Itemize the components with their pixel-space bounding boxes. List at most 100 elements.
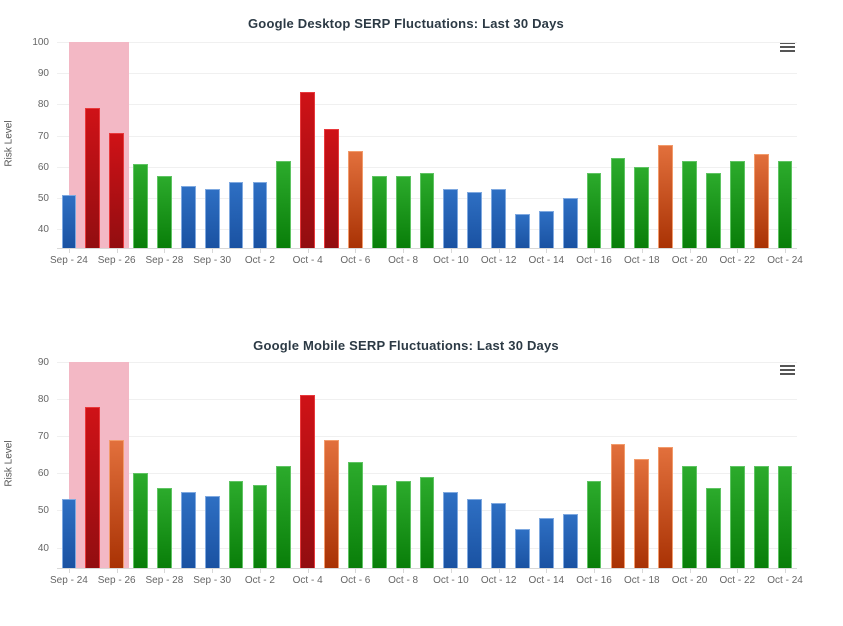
bar-oct-23[interactable]	[753, 154, 769, 248]
bar-oct-22[interactable]	[729, 465, 745, 568]
y-axis-tick-label: 40	[37, 224, 49, 236]
bar-sep-24[interactable]	[61, 194, 77, 248]
x-axis-tick	[164, 248, 166, 253]
bar-sep-28[interactable]	[157, 488, 172, 568]
bar-oct-11[interactable]	[467, 499, 483, 568]
bar-oct-14[interactable]	[538, 210, 554, 248]
y-axis-tick-label: 70	[37, 130, 49, 142]
bar-oct-8[interactable]	[395, 176, 411, 248]
bar-oct-3[interactable]	[276, 160, 292, 248]
hamburger-menu-icon	[779, 42, 795, 52]
bar-oct-1[interactable]	[228, 480, 244, 568]
bar-oct-24[interactable]	[777, 465, 793, 568]
x-axis-tick	[403, 248, 405, 253]
x-axis-label: Oct - 2	[244, 255, 275, 266]
bar-oct-15[interactable]	[562, 198, 578, 248]
bar-oct-16[interactable]	[586, 173, 602, 248]
bar-sep-29[interactable]	[180, 185, 196, 248]
bar-sep-26[interactable]	[109, 439, 125, 568]
bar-oct-5[interactable]	[324, 439, 339, 568]
bar-oct-20[interactable]	[682, 160, 697, 248]
hamburger-menu-icon	[779, 365, 795, 375]
x-axis-label: Oct - 24	[767, 575, 803, 586]
x-axis-tick	[689, 568, 691, 573]
x-axis-tick	[737, 248, 739, 253]
bar-oct-23[interactable]	[753, 465, 769, 568]
plot-area: 40 50 60 70 80 90 100 Sep - 24 Sep - 26 Sep - 28 S…	[32, 37, 803, 266]
bar-sep-27[interactable]	[133, 473, 148, 568]
bar-oct-17[interactable]	[610, 443, 626, 568]
x-axis-tick	[307, 248, 309, 253]
bar-sep-30[interactable]	[204, 188, 220, 248]
x-axis-tick	[68, 568, 70, 573]
x-axis-label: Oct - 22	[719, 255, 756, 266]
x-axis-label: Sep - 30	[193, 255, 232, 266]
x-axis-label: Oct - 18	[624, 575, 660, 586]
bar-oct-1[interactable]	[228, 182, 244, 248]
bar-oct-2[interactable]	[252, 484, 268, 568]
x-axis-label: Oct - 6	[340, 255, 371, 266]
bar-oct-6[interactable]	[347, 462, 363, 568]
bar-oct-3[interactable]	[276, 465, 292, 568]
bar-oct-2[interactable]	[252, 182, 268, 248]
x-axis-label: Sep - 26	[97, 255, 136, 266]
y-axis-tick-label: 80	[37, 99, 49, 111]
bar-oct-10[interactable]	[443, 491, 459, 568]
y-gridline	[57, 362, 797, 363]
bar-oct-5[interactable]	[324, 129, 339, 248]
bar-oct-11[interactable]	[467, 191, 483, 248]
bar-oct-19[interactable]	[658, 447, 674, 568]
bar-sep-28[interactable]	[157, 176, 172, 248]
bar-sep-26[interactable]	[109, 132, 125, 248]
bar-oct-6[interactable]	[347, 151, 363, 248]
bar-oct-18[interactable]	[634, 166, 650, 248]
bar-oct-16[interactable]	[586, 480, 602, 568]
bar-oct-13[interactable]	[515, 529, 530, 568]
x-axis-label: Oct - 12	[480, 255, 517, 266]
bar-sep-24[interactable]	[61, 499, 77, 568]
bar-oct-10[interactable]	[443, 188, 459, 248]
bar-oct-9[interactable]	[419, 173, 435, 248]
bar-oct-7[interactable]	[371, 176, 387, 248]
bar-oct-18[interactable]	[634, 458, 650, 568]
bar-oct-22[interactable]	[729, 160, 745, 248]
bar-sep-25[interactable]	[85, 406, 101, 568]
x-axis-label: Sep - 28	[145, 575, 184, 586]
y-axis-tick-label: 60	[37, 161, 49, 173]
bar-oct-15[interactable]	[562, 514, 578, 568]
bar-oct-14[interactable]	[538, 517, 554, 568]
x-axis-label: Sep - 30	[193, 575, 232, 586]
x-axis-tick	[307, 568, 309, 573]
x-axis-tick	[68, 248, 70, 253]
x-axis-tick	[641, 568, 643, 573]
bar-oct-13[interactable]	[515, 213, 530, 248]
bar-sep-29[interactable]	[180, 491, 196, 568]
bar-oct-21[interactable]	[706, 173, 721, 248]
bar-sep-25[interactable]	[85, 107, 101, 248]
x-axis-label: Oct - 20	[671, 575, 708, 586]
y-axis-tick-label: 60	[37, 468, 49, 480]
y-gridline	[57, 42, 797, 43]
chart-export-menu-button[interactable]	[775, 361, 799, 381]
x-axis-label: Oct - 8	[388, 255, 419, 266]
x-axis-tick	[737, 568, 739, 573]
bar-oct-8[interactable]	[395, 480, 411, 568]
bar-oct-9[interactable]	[419, 477, 435, 568]
bar-oct-12[interactable]	[491, 503, 506, 568]
bar-oct-12[interactable]	[491, 188, 506, 248]
y-gridline	[57, 104, 797, 106]
bar-oct-7[interactable]	[371, 484, 387, 568]
bar-oct-17[interactable]	[610, 157, 626, 248]
bar-oct-4[interactable]	[300, 395, 316, 568]
bar-oct-21[interactable]	[706, 488, 721, 568]
bar-oct-4[interactable]	[300, 91, 316, 248]
bar-sep-27[interactable]	[133, 163, 148, 248]
x-axis-tick	[785, 248, 787, 253]
bar-sep-30[interactable]	[204, 495, 220, 568]
bar-oct-24[interactable]	[777, 160, 793, 248]
chart-export-menu-button[interactable]	[775, 38, 799, 58]
y-axis-tick-label: 50	[37, 505, 49, 517]
bar-oct-19[interactable]	[658, 145, 674, 248]
bar-oct-20[interactable]	[682, 465, 697, 568]
x-axis-label: Oct - 4	[292, 255, 323, 266]
